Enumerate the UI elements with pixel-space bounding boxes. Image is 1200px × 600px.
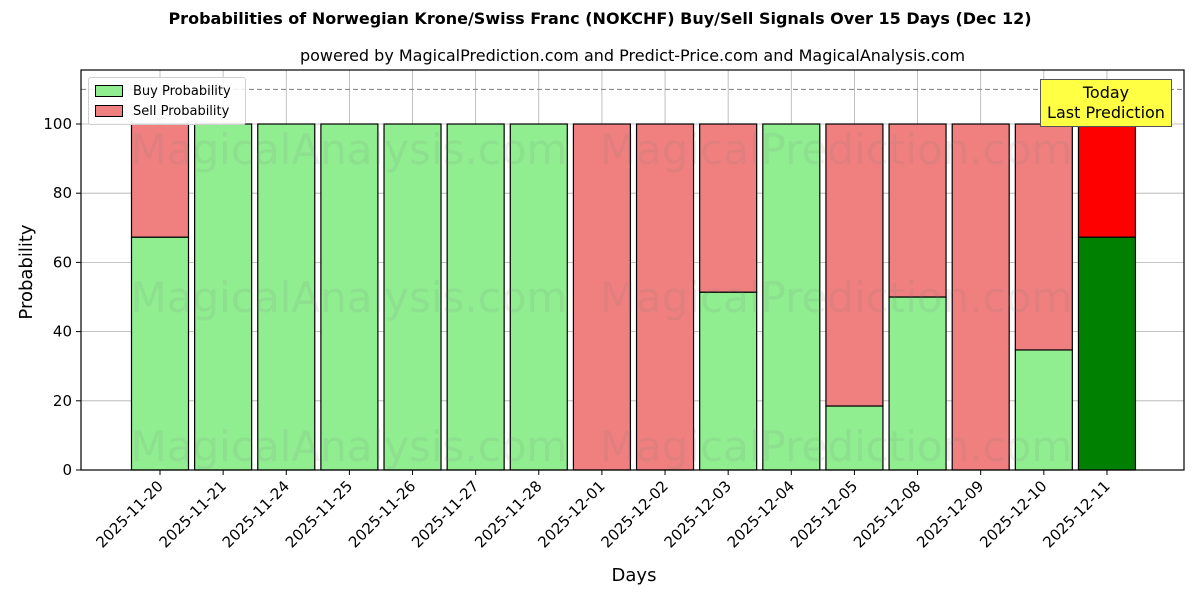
- chart-title: Probabilities of Norwegian Krone/Swiss F…: [168, 9, 1032, 28]
- plot-frame: [80, 69, 1185, 471]
- sell-bar: [888, 123, 947, 298]
- x-tick-label: 2025-12-09: [913, 477, 987, 551]
- buy-bar: [383, 123, 442, 471]
- x-tick-label: 2025-11-24: [219, 477, 293, 551]
- legend-item-sell: Sell Probability: [95, 102, 229, 120]
- chart-subtitle: powered by MagicalPrediction.com and Pre…: [299, 46, 966, 65]
- bars: [130, 123, 1137, 471]
- buy-swatch-icon: [95, 85, 123, 97]
- buy-bar: [446, 123, 505, 471]
- sell-bar: [1077, 123, 1137, 238]
- svg-text:MagicalAnalysis.com: MagicalAnalysis.com: [131, 125, 568, 174]
- sell-bar: [699, 123, 758, 293]
- svg-text:MagicalAnalysis.com: MagicalAnalysis.com: [131, 273, 568, 322]
- sell-swatch-icon: [95, 105, 123, 117]
- x-tick-label: 2025-12-05: [787, 477, 861, 551]
- x-tick-label: 2025-11-25: [282, 477, 356, 551]
- x-tick-label: 2025-11-28: [471, 477, 545, 551]
- buy-bar: [1077, 236, 1137, 471]
- svg-text:MagicalPrediction.com: MagicalPrediction.com: [600, 125, 1073, 174]
- sell-bar: [1014, 123, 1073, 351]
- x-tick-label: 2025-11-26: [345, 477, 419, 551]
- x-tick-label: 2025-12-10: [976, 477, 1050, 551]
- x-tick-label: 2025-12-11: [1039, 477, 1113, 551]
- x-axis-ticks: 2025-11-202025-11-212025-11-242025-11-25…: [92, 470, 1114, 551]
- y-tick-label: 80: [53, 184, 72, 202]
- y-axis-ticks: 0 20 40 60 80 100: [43, 115, 81, 479]
- x-axis-label: Days: [612, 565, 657, 586]
- buy-bar: [762, 123, 821, 471]
- x-tick-label: 2025-11-21: [156, 477, 230, 551]
- svg-text:MagicalAnalysis.com: MagicalAnalysis.com: [131, 422, 568, 471]
- svg-text:MagicalPrediction.com: MagicalPrediction.com: [600, 422, 1073, 471]
- legend-sell-label: Sell Probability: [133, 103, 230, 119]
- legend-buy-label: Buy Probability: [133, 83, 231, 99]
- sell-bar: [635, 123, 695, 471]
- buy-bar: [509, 123, 568, 471]
- legend-item-buy: Buy Probability: [95, 82, 231, 100]
- y-tick-label: 100: [43, 115, 72, 133]
- y-tick-label: 40: [53, 323, 72, 341]
- buy-bar: [257, 123, 316, 471]
- y-tick-label: 60: [53, 253, 72, 271]
- x-tick-label: 2025-12-04: [724, 477, 798, 551]
- x-tick-label: 2025-11-20: [92, 477, 166, 551]
- x-tick-label: 2025-11-27: [408, 477, 482, 551]
- x-tick-label: 2025-12-01: [534, 477, 608, 551]
- y-tick-label: 20: [53, 392, 72, 410]
- y-axis-label: Probability: [16, 224, 37, 319]
- x-tick-label: 2025-12-02: [597, 477, 671, 551]
- watermarks: MagicalAnalysis.com MagicalPrediction.com…: [131, 125, 1073, 471]
- annotation-line-2: Last Prediction: [1047, 103, 1165, 122]
- buy-bar: [825, 405, 884, 471]
- buy-bar: [130, 236, 190, 471]
- buy-bar: [1014, 349, 1073, 471]
- x-tick-label: 2025-12-03: [661, 477, 735, 551]
- y-tick-label: 0: [62, 461, 72, 479]
- today-annotation: Today Last Prediction: [1040, 79, 1172, 127]
- annotation-line-1: Today: [1082, 83, 1130, 102]
- buy-bar: [888, 296, 947, 471]
- svg-text:MagicalPrediction.com: MagicalPrediction.com: [600, 273, 1073, 322]
- x-tick-label: 2025-12-08: [850, 477, 924, 551]
- legend: Buy Probability Sell Probability: [88, 77, 246, 125]
- sell-bar: [825, 123, 884, 407]
